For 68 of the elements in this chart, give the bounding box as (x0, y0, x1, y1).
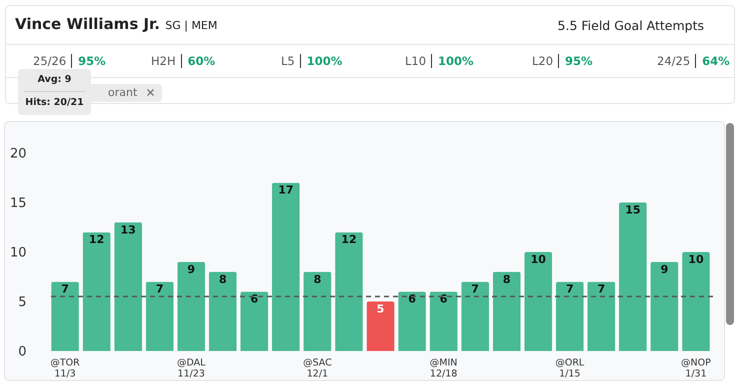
data-label: 7 (597, 282, 606, 296)
x-tick-label: @SAC 12/1 (303, 358, 332, 380)
data-label: 8 (314, 272, 322, 286)
y-tick-label: 10 (10, 246, 26, 260)
text: 25/26 (33, 54, 66, 68)
data-label: 5 (376, 302, 384, 316)
text: 5.5 Field Goal Attempts (558, 18, 704, 33)
y-tick-label: 15 (10, 196, 26, 211)
data-label: 7 (471, 282, 479, 296)
bar (430, 292, 458, 351)
data-label: 15 (625, 204, 641, 216)
data-label: 13 (120, 223, 136, 236)
data-label: 9 (660, 262, 668, 276)
y-tick-label: 5 (18, 295, 26, 310)
bar (492, 272, 521, 351)
data-label: 7 (566, 282, 574, 296)
text: 100% (431, 54, 474, 68)
text: 95% (71, 54, 106, 68)
bar (146, 282, 174, 351)
text: 24/25 (657, 54, 690, 68)
data-label: 8 (218, 272, 227, 286)
data-label: 8 (502, 272, 511, 286)
bar (177, 262, 206, 351)
x-tick-label: @ORL 1/15 (555, 358, 585, 380)
text: orant (108, 86, 138, 99)
text: L20 (532, 54, 554, 68)
bar (366, 302, 394, 351)
bar (556, 282, 584, 351)
bar (51, 282, 79, 351)
y-tick-label: 20 (10, 146, 26, 162)
x-tick-label: @TOR 11/3 (50, 358, 80, 380)
data-label: 10 (688, 253, 704, 266)
data-label: 7 (156, 282, 164, 296)
bar (114, 222, 142, 351)
data-label: 10 (530, 253, 546, 266)
text: Avg: 9 (24, 69, 85, 92)
bar (82, 232, 110, 351)
bar (461, 282, 490, 351)
text: 100% (300, 54, 342, 68)
data-label: 17 (278, 184, 294, 197)
x-tick-label: @MIN 12/18 (430, 358, 458, 380)
bar (335, 232, 363, 351)
chart-subtitle: SG | MEM (165, 19, 218, 32)
text: Hits: 20/21 (24, 96, 85, 110)
text: 64% (695, 54, 730, 68)
bar (682, 252, 710, 351)
x-tick-label: @NOP 1/31 (681, 358, 712, 380)
text: 95% (558, 54, 593, 68)
bar (650, 262, 678, 351)
text: L10 (405, 54, 426, 68)
chart-title: Vince Williams Jr. (15, 15, 160, 33)
bar (587, 282, 616, 351)
data-label: 7 (61, 282, 69, 296)
data-label: 9 (187, 262, 196, 276)
bar (272, 182, 300, 351)
text: L5 (281, 54, 295, 68)
data-label: 12 (341, 233, 357, 246)
bar (398, 292, 426, 351)
bar (304, 272, 332, 351)
bar (208, 272, 237, 351)
text: H2H (151, 54, 176, 68)
x-tick-label: @DAL 11/23 (176, 358, 206, 380)
bar (618, 202, 647, 351)
bar (524, 252, 552, 351)
text: 60% (180, 54, 216, 68)
y-tick-label: 0 (18, 344, 26, 360)
data-label: 12 (88, 233, 104, 246)
bar (240, 292, 268, 351)
